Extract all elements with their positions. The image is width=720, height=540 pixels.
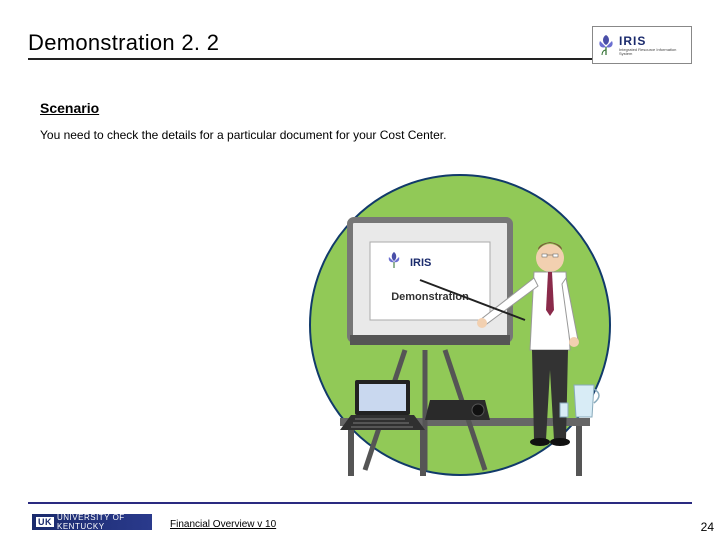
uk-name: UNIVERSITY OF KENTUCKY: [57, 513, 152, 531]
footer-line: [28, 502, 692, 504]
page-number: 24: [701, 520, 714, 534]
presenter-illustration: IRIS Demonstration: [270, 170, 650, 480]
scenario-heading: Scenario: [40, 100, 99, 116]
iris-flower-icon: [597, 33, 615, 57]
screen-caption: Demonstration: [391, 291, 469, 303]
footer-left: UK UNIVERSITY OF KENTUCKY: [32, 514, 152, 530]
scenario-body: You need to check the details for a part…: [40, 128, 446, 142]
screen-logo-text: IRIS: [410, 257, 431, 269]
uk-abbrev: UK: [36, 517, 54, 527]
logo-text: IRIS: [619, 34, 687, 48]
slide: Demonstration 2. 2 IRIS Integrated Resou…: [0, 0, 720, 540]
projector: [425, 400, 490, 420]
footer-doc-title: Financial Overview v 10: [170, 519, 276, 530]
logo-subtext: Integrated Resource Information System: [619, 48, 687, 56]
uk-badge: UK UNIVERSITY OF KENTUCKY: [32, 514, 152, 530]
logo-text-wrap: IRIS Integrated Resource Information Sys…: [619, 34, 687, 56]
inner-screen: [370, 242, 490, 320]
iris-logo: IRIS Integrated Resource Information Sys…: [592, 26, 692, 64]
